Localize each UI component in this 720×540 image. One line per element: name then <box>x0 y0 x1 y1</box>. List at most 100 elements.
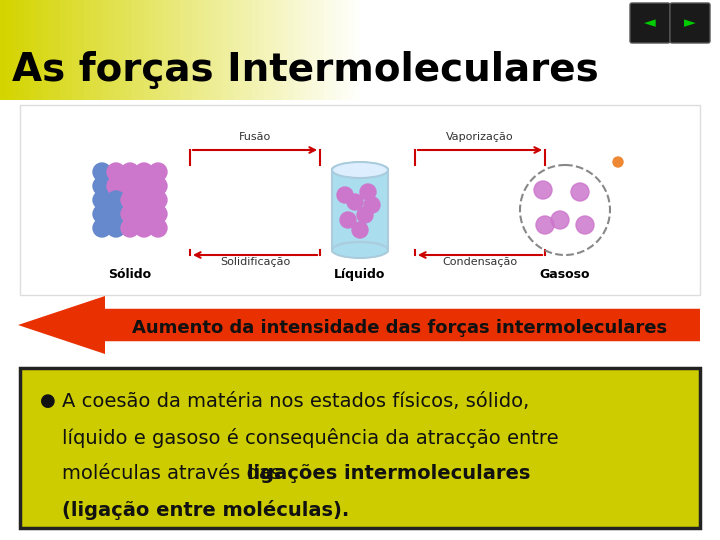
Bar <box>60 0 67 100</box>
Bar <box>330 0 337 100</box>
Bar <box>360 0 367 100</box>
Bar <box>690 0 697 100</box>
Bar <box>216 0 223 100</box>
FancyBboxPatch shape <box>670 3 710 43</box>
Bar <box>354 0 361 100</box>
FancyBboxPatch shape <box>332 167 388 253</box>
Bar <box>252 0 259 100</box>
Bar <box>528 0 535 100</box>
Circle shape <box>340 212 356 228</box>
Bar <box>66 0 73 100</box>
Circle shape <box>149 177 167 195</box>
Text: Líquido: Líquido <box>334 268 386 281</box>
Bar <box>150 0 157 100</box>
Bar <box>378 0 385 100</box>
Circle shape <box>93 219 111 237</box>
Circle shape <box>107 219 125 237</box>
Bar <box>108 0 115 100</box>
Bar <box>660 0 667 100</box>
Bar <box>534 0 541 100</box>
Bar <box>264 0 271 100</box>
Circle shape <box>613 157 623 167</box>
Bar <box>54 0 61 100</box>
Bar <box>516 0 523 100</box>
Bar <box>102 0 109 100</box>
Bar <box>0 0 7 100</box>
Bar <box>636 0 643 100</box>
Bar <box>24 0 31 100</box>
Bar <box>246 0 253 100</box>
Bar <box>348 0 355 100</box>
Bar <box>474 0 481 100</box>
Bar <box>684 0 691 100</box>
Bar <box>654 0 661 100</box>
Bar <box>546 0 553 100</box>
Bar <box>168 0 175 100</box>
Bar <box>36 0 43 100</box>
Bar <box>120 0 127 100</box>
Text: A coesão da matéria nos estados físicos, sólido,: A coesão da matéria nos estados físicos,… <box>62 392 529 411</box>
Bar <box>282 0 289 100</box>
Ellipse shape <box>332 242 388 258</box>
Bar <box>180 0 187 100</box>
Text: ligações intermoleculares: ligações intermoleculares <box>247 464 530 483</box>
Text: Aumento da intensidade das forças intermoleculares: Aumento da intensidade das forças interm… <box>132 319 667 337</box>
Text: moléculas através das: moléculas através das <box>62 464 287 483</box>
Bar <box>240 0 247 100</box>
Bar <box>174 0 181 100</box>
Bar <box>696 0 703 100</box>
Bar <box>144 0 151 100</box>
Bar <box>624 0 631 100</box>
Circle shape <box>93 177 111 195</box>
Circle shape <box>107 191 125 209</box>
Bar <box>312 0 319 100</box>
Bar <box>504 0 511 100</box>
Circle shape <box>135 163 153 181</box>
Circle shape <box>347 194 363 210</box>
Text: Vaporização: Vaporização <box>446 132 514 142</box>
Text: (ligação entre moléculas).: (ligação entre moléculas). <box>62 500 349 520</box>
Circle shape <box>107 205 125 223</box>
Bar <box>78 0 85 100</box>
Bar <box>432 0 439 100</box>
Bar <box>336 0 343 100</box>
Bar <box>588 0 595 100</box>
Bar <box>594 0 601 100</box>
Circle shape <box>121 163 139 181</box>
Bar <box>396 0 403 100</box>
Bar <box>48 0 55 100</box>
Bar <box>300 0 307 100</box>
Circle shape <box>337 187 353 203</box>
Text: ◄: ◄ <box>644 16 656 30</box>
Circle shape <box>536 216 554 234</box>
Text: Solidificação: Solidificação <box>220 257 290 267</box>
Bar <box>702 0 709 100</box>
Bar <box>138 0 145 100</box>
Bar <box>408 0 415 100</box>
Bar <box>486 0 493 100</box>
Circle shape <box>364 197 380 213</box>
Bar <box>318 0 325 100</box>
Bar <box>366 0 373 100</box>
Bar <box>462 0 469 100</box>
Bar <box>288 0 295 100</box>
Bar <box>522 0 529 100</box>
Circle shape <box>121 177 139 195</box>
Bar <box>42 0 49 100</box>
Bar <box>90 0 97 100</box>
Bar <box>414 0 421 100</box>
Bar <box>420 0 427 100</box>
Bar <box>606 0 613 100</box>
Bar <box>492 0 499 100</box>
Bar <box>468 0 475 100</box>
Bar <box>20 105 700 295</box>
Bar <box>204 0 211 100</box>
Bar <box>384 0 391 100</box>
Bar <box>402 0 409 100</box>
Bar <box>30 0 37 100</box>
Text: Fusão: Fusão <box>239 132 271 142</box>
Bar <box>228 0 235 100</box>
FancyBboxPatch shape <box>630 3 670 43</box>
Bar <box>324 0 331 100</box>
Text: Condensação: Condensação <box>442 257 518 267</box>
